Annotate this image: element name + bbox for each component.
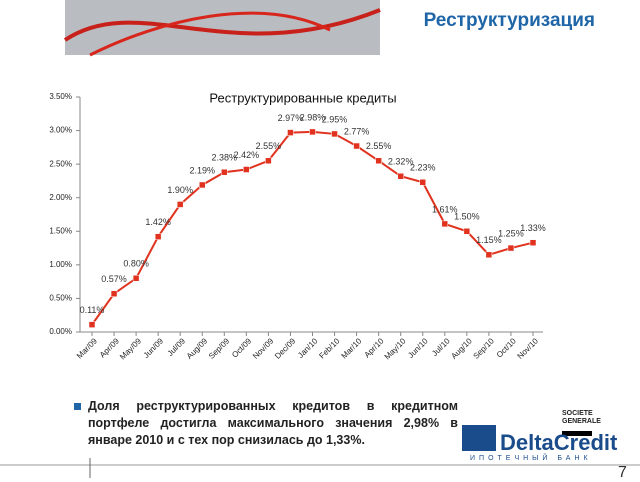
data-label: 0.11% [80, 305, 105, 315]
data-point [132, 275, 140, 282]
data-label: 1.42% [145, 217, 171, 227]
x-tick-label: Mar/10 [340, 336, 364, 360]
sg-logo: SOCIETE GENERALE [562, 410, 601, 425]
data-label: 2.38% [212, 153, 238, 163]
data-point [265, 157, 272, 165]
y-tick-label: 3.00% [49, 126, 72, 135]
data-label: 1.15% [476, 235, 502, 245]
x-tick-label: Jan/10 [296, 336, 320, 360]
data-label: 0.57% [101, 274, 127, 284]
slide-title: Реструктуризация [423, 10, 595, 31]
data-point [375, 157, 382, 165]
data-point [199, 181, 206, 189]
x-tick-label: Jun/10 [406, 336, 430, 360]
data-label: 2.32% [388, 157, 414, 167]
data-label: 2.23% [410, 163, 436, 173]
data-point [419, 179, 426, 186]
x-tick-label: Jun/09 [142, 336, 166, 360]
data-point [154, 233, 162, 240]
data-label: 1.33% [520, 223, 546, 233]
chart-title: Реструктурированные кредиты [209, 90, 396, 105]
data-label: 2.55% [256, 141, 282, 151]
page-number: 7 [618, 464, 627, 481]
data-label: 2.77% [344, 126, 370, 136]
data-point [353, 142, 360, 150]
data-point [287, 129, 294, 136]
y-tick-label: 2.50% [49, 159, 72, 168]
data-label: 1.90% [167, 185, 193, 195]
data-label: 2.42% [234, 150, 260, 160]
x-tick-label: Aug/09 [185, 336, 210, 361]
sg-logo-bar [562, 431, 592, 436]
y-tick-label: 3.50% [49, 92, 72, 101]
data-label: 2.19% [189, 165, 215, 175]
x-tick-label: Mar/09 [75, 336, 99, 360]
banner-curve [89, 11, 331, 57]
data-point [397, 172, 404, 180]
data-point [485, 251, 493, 259]
bullet-text: Доля реструктурированных кредитов в кред… [88, 399, 458, 447]
x-tick-label: Nov/10 [516, 336, 541, 361]
x-tick-label: Nov/09 [251, 336, 276, 361]
data-point [88, 321, 96, 328]
data-label: 1.50% [454, 212, 480, 222]
x-tick-label: May/10 [383, 336, 408, 361]
y-tick-label: 1.50% [49, 226, 72, 235]
bullet [74, 403, 81, 410]
x-tick-label: Oct/09 [230, 336, 253, 359]
data-label: 1.25% [498, 228, 524, 238]
y-tick-label: 0.50% [49, 294, 72, 303]
data-point [110, 290, 118, 297]
data-point [463, 228, 471, 235]
dc-logo-sub: ИПОТЕЧНЫЙ БАНК [470, 455, 592, 462]
x-tick-label: Dec/09 [273, 336, 298, 361]
y-tick-label: 0.00% [49, 327, 72, 336]
data-label: 2.55% [366, 141, 392, 151]
data-point [221, 168, 228, 176]
data-point [331, 130, 338, 138]
x-tick-label: Sep/10 [472, 336, 497, 361]
data-point [441, 220, 449, 228]
data-point [176, 201, 184, 208]
dc-logo: DeltaCredit [500, 430, 618, 455]
data-point [243, 166, 250, 173]
data-label: 2.95% [322, 114, 348, 124]
y-tick-label: 2.00% [49, 193, 72, 202]
dc-logo-house [462, 425, 496, 451]
data-label: 2.97% [278, 113, 304, 123]
data-label: 2.98% [300, 112, 326, 122]
x-tick-label: Aug/10 [449, 336, 474, 361]
x-tick-label: Oct/10 [495, 336, 518, 359]
data-label: 0.80% [123, 259, 149, 269]
x-tick-label: Feb/10 [317, 336, 341, 360]
data-label: 1.61% [432, 204, 458, 214]
data-point [529, 239, 537, 246]
x-tick-label: May/09 [118, 336, 143, 361]
data-point [309, 128, 316, 136]
data-point [507, 244, 515, 252]
x-tick-label: Sep/09 [207, 336, 232, 361]
y-tick-label: 1.00% [49, 260, 72, 269]
